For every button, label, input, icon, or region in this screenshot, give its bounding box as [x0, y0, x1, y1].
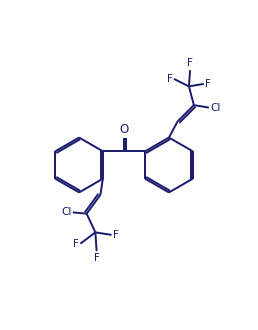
Text: F: F	[113, 230, 119, 240]
Text: Cl: Cl	[61, 208, 72, 217]
Text: O: O	[119, 122, 129, 136]
Text: F: F	[167, 74, 173, 84]
Text: F: F	[94, 253, 100, 263]
Text: F: F	[187, 58, 193, 68]
Text: Cl: Cl	[210, 103, 221, 113]
Text: F: F	[205, 79, 211, 89]
Text: F: F	[73, 239, 79, 248]
